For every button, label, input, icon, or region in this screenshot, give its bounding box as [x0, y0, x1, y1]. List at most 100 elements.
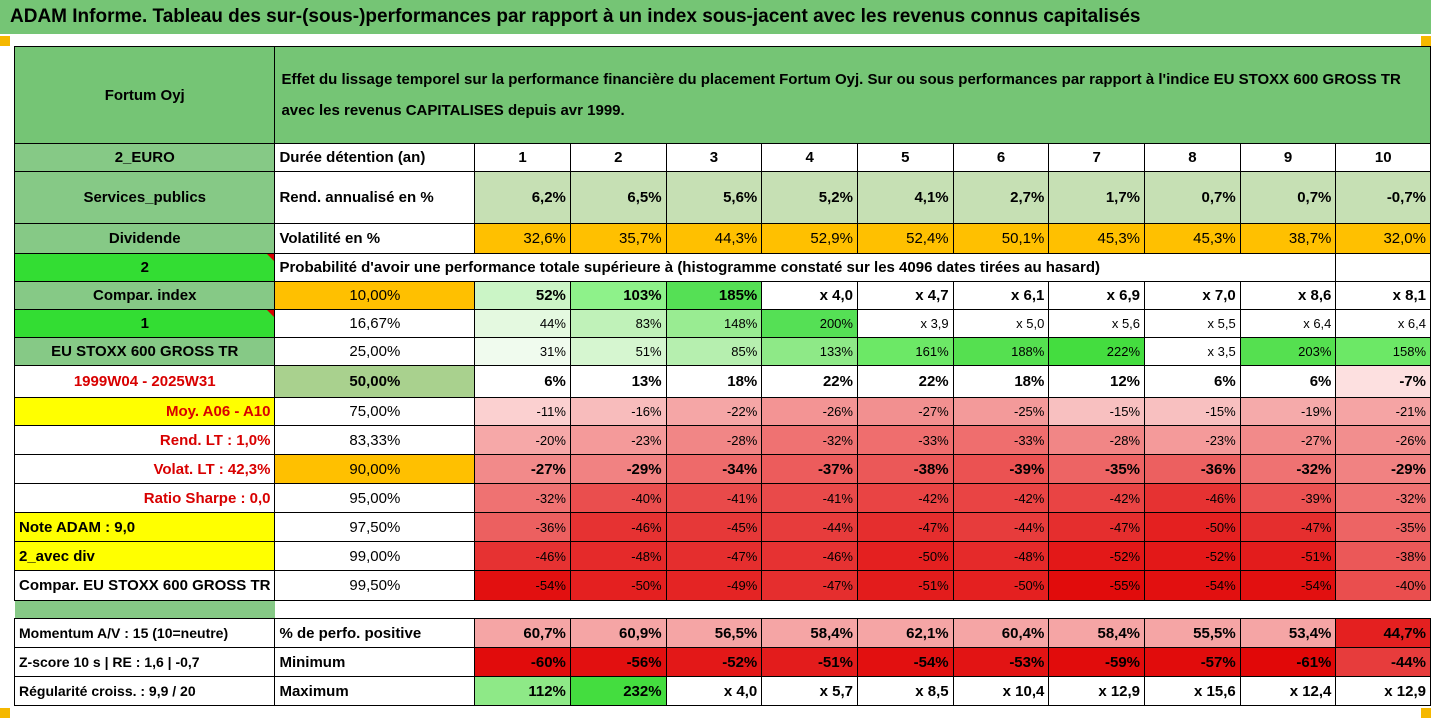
- bottom-cell: 60,9%: [569, 618, 667, 648]
- perf-cell: -46%: [569, 512, 667, 542]
- perf-cell: 31%: [474, 337, 571, 366]
- performance-table: Fortum Oyj Effet du lissage temporel sur…: [13, 46, 1431, 706]
- corner-marker: [0, 708, 10, 718]
- perf-cell: -51%: [856, 570, 954, 601]
- perf-cell: 133%: [761, 337, 858, 366]
- duration-cell: 10: [1335, 143, 1431, 172]
- bottom-cell: 56,5%: [665, 618, 763, 648]
- bottom-cell: 58,4%: [1048, 618, 1146, 648]
- perf-cell: -47%: [1239, 512, 1337, 542]
- company-name: Fortum Oyj: [13, 46, 276, 144]
- perf-cell: 52%: [474, 281, 571, 310]
- quantile-label: 50,00%: [274, 365, 476, 398]
- perf-cell: -39%: [952, 454, 1050, 484]
- perf-cell: -35%: [1048, 454, 1146, 484]
- bottom-cell: x 15,6: [1144, 676, 1241, 706]
- perf-cell: -42%: [952, 483, 1050, 513]
- bottom-cell: -60%: [474, 647, 571, 677]
- perf-cell: 44%: [474, 309, 571, 338]
- perf-cell: x 5,0: [952, 309, 1050, 338]
- perf-cell: -15%: [1048, 397, 1146, 426]
- corner-marker: [1421, 36, 1431, 46]
- duration-cell: 5: [856, 143, 954, 172]
- perf-cell: 148%: [665, 309, 763, 338]
- perf-cell: -47%: [856, 512, 954, 542]
- bottom-cell: -52%: [665, 647, 763, 677]
- bottom-cell: x 12,9: [1048, 676, 1146, 706]
- perf-cell: x 7,0: [1144, 281, 1241, 310]
- volat-cell: 38,7%: [1239, 223, 1337, 254]
- perf-cell: 203%: [1239, 337, 1337, 366]
- table-description: Effet du lissage temporel sur la perform…: [274, 46, 1431, 144]
- perf-cell: -27%: [1239, 425, 1337, 455]
- perf-cell: -51%: [1239, 541, 1337, 571]
- volat-lt-label: Volat. LT : 42,3%: [13, 454, 276, 484]
- perf-cell: -7%: [1335, 365, 1431, 398]
- comment-marker: [267, 254, 274, 261]
- bottom-cell: -44%: [1335, 647, 1431, 677]
- rend-cell: 0,7%: [1239, 171, 1337, 224]
- perf-cell: -26%: [1335, 425, 1431, 455]
- perf-cell: x 6,9: [1048, 281, 1146, 310]
- rend-cell: -0,7%: [1335, 171, 1431, 224]
- stat-label: Régularité croiss. : 9,9 / 20: [13, 676, 276, 706]
- perf-cell: -32%: [474, 483, 571, 513]
- perf-cell: -23%: [1144, 425, 1241, 455]
- stat-label: Z-score 10 s | RE : 1,6 | -0,7: [13, 647, 276, 677]
- rend-cell: 2,7%: [952, 171, 1050, 224]
- perf-cell: -38%: [856, 454, 954, 484]
- perf-cell: -41%: [665, 483, 763, 513]
- quantile-label: 83,33%: [274, 425, 476, 455]
- perf-cell: -26%: [761, 397, 858, 426]
- perf-cell: -46%: [474, 541, 571, 571]
- perf-cell: -45%: [665, 512, 763, 542]
- bottom-cell: x 8,5: [856, 676, 954, 706]
- bottom-cell: 60,4%: [952, 618, 1050, 648]
- rend-cell: 5,2%: [761, 171, 858, 224]
- perf-cell: -21%: [1335, 397, 1431, 426]
- volat-header: Volatilité en %: [274, 223, 476, 254]
- sector-label: Services_publics: [13, 171, 276, 224]
- perf-cell: 161%: [856, 337, 954, 366]
- moy-label: Moy. A06 - A10: [13, 397, 276, 426]
- perf-cell: -38%: [1335, 541, 1431, 571]
- perf-cell: 103%: [569, 281, 667, 310]
- empty-cell: [1335, 253, 1431, 282]
- perf-cell: -55%: [1048, 570, 1146, 601]
- perf-cell: -52%: [1048, 541, 1146, 571]
- bottom-row-header: Minimum: [274, 647, 476, 677]
- bottom-cell: x 4,0: [665, 676, 763, 706]
- perf-cell: -23%: [569, 425, 667, 455]
- bottom-row-header: % de perfo. positive: [274, 618, 476, 648]
- rend-cell: 6,2%: [474, 171, 571, 224]
- bottom-cell: 60,7%: [474, 618, 571, 648]
- duration-cell: 4: [761, 143, 858, 172]
- perf-cell: -48%: [952, 541, 1050, 571]
- perf-cell: -47%: [1048, 512, 1146, 542]
- sharpe-label: Ratio Sharpe : 0,0: [13, 483, 276, 513]
- bottom-cell: x 12,9: [1335, 676, 1431, 706]
- avec-div-label: 2_avec div: [13, 541, 276, 571]
- quantile-label: 75,00%: [274, 397, 476, 426]
- perf-cell: -52%: [1144, 541, 1241, 571]
- perf-cell: x 3,5: [1144, 337, 1241, 366]
- perf-cell: -29%: [569, 454, 667, 484]
- perf-cell: -39%: [1239, 483, 1337, 513]
- perf-cell: -36%: [474, 512, 571, 542]
- perf-cell: -49%: [665, 570, 763, 601]
- perf-cell: 222%: [1048, 337, 1146, 366]
- rend-cell: 1,7%: [1048, 171, 1146, 224]
- quantile-label: 99,50%: [274, 570, 476, 601]
- perf-cell: -32%: [761, 425, 858, 455]
- bottom-cell: -54%: [856, 647, 954, 677]
- duration-header: Durée détention (an): [274, 143, 476, 172]
- duration-cell: 9: [1239, 143, 1337, 172]
- volat-cell: 52,9%: [761, 223, 858, 254]
- volat-cell: 44,3%: [665, 223, 763, 254]
- index-level-value: 1: [140, 315, 149, 332]
- perf-cell: -36%: [1144, 454, 1241, 484]
- volat-cell: 35,7%: [569, 223, 667, 254]
- bottom-cell: x 10,4: [952, 676, 1050, 706]
- perf-cell: -44%: [761, 512, 858, 542]
- perf-cell: 22%: [856, 365, 954, 398]
